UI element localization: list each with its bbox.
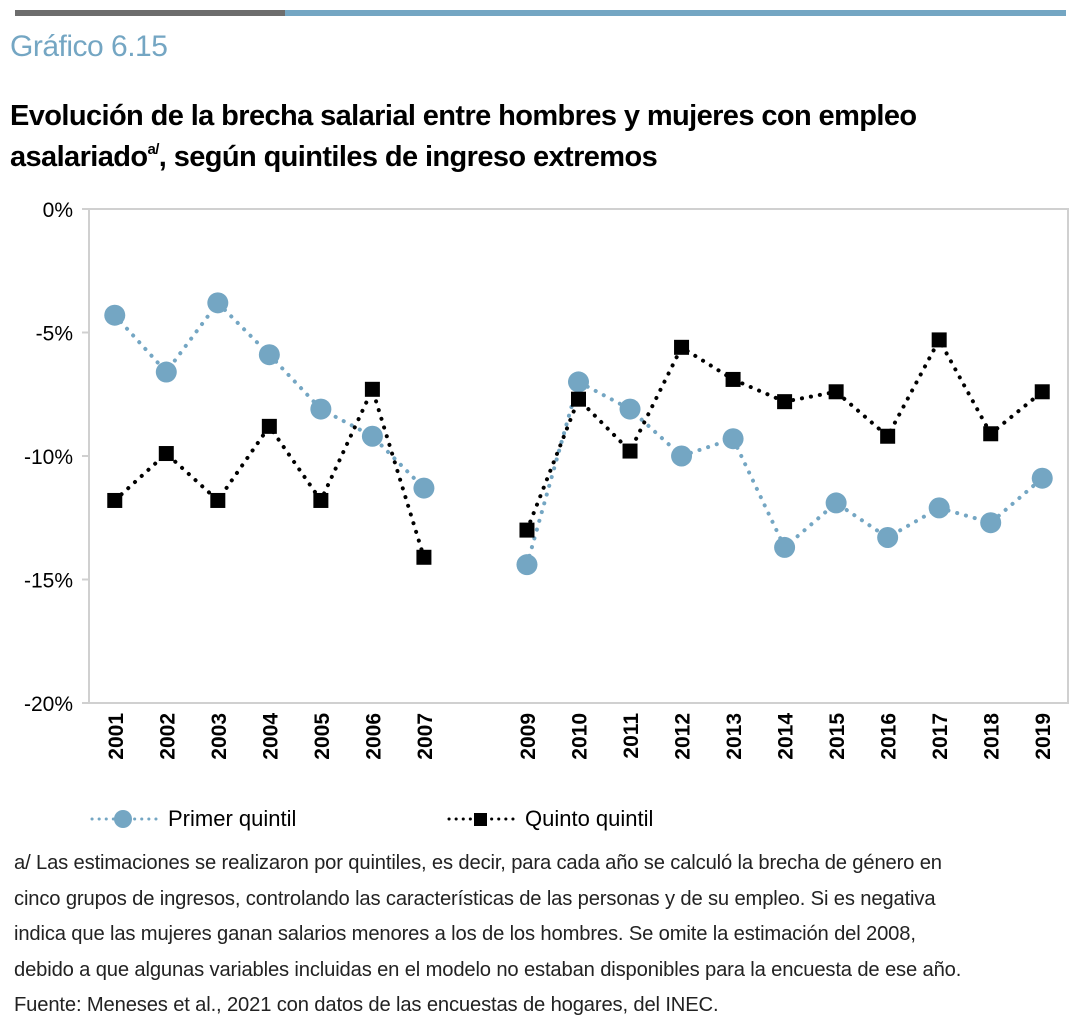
data-point: [980, 512, 1002, 534]
x-tick-label: 2009: [517, 713, 540, 760]
legend-circle-marker-icon: [90, 810, 162, 828]
data-point: [671, 445, 693, 467]
y-tick-label: -20%: [24, 693, 73, 716]
data-point: [104, 304, 126, 326]
data-point: [674, 339, 690, 355]
series-quinto-quintil: [107, 332, 1050, 565]
data-point: [877, 527, 899, 549]
footnote-line: cinco grupos de ingresos, controlando la…: [14, 887, 936, 910]
data-point: [107, 492, 123, 508]
accent-bar-blue: [285, 10, 1066, 16]
accent-bar-gray: [15, 10, 285, 16]
data-point: [310, 398, 332, 420]
y-tick-label: -10%: [24, 446, 73, 469]
title-text: asalariado: [10, 141, 148, 173]
x-tick-label: 2016: [878, 713, 901, 760]
legend-label-quinto-quintil: Quinto quintil: [525, 806, 654, 831]
data-point: [622, 443, 638, 459]
y-axis-labels: 0% -5% -10% -15% -20%: [24, 199, 73, 716]
data-point: [983, 426, 999, 442]
chart-title-line2: asalariadoa/, según quintiles de ingreso…: [10, 137, 1085, 178]
title-text: , según quintiles de ingreso extremos: [158, 141, 658, 173]
chart-title: Evolución de la brecha salarial entre ho…: [10, 96, 1085, 178]
footnote-line: indica que las mujeres ganan salarios me…: [14, 923, 916, 945]
legend-label-primer-quintil: Primer quintil: [168, 806, 297, 831]
x-tick-label: 2007: [414, 713, 437, 760]
data-point: [931, 332, 947, 348]
data-point: [158, 446, 174, 462]
y-tick-label: -15%: [24, 570, 73, 593]
data-point: [207, 292, 229, 314]
title-footnote-marker: a/: [147, 141, 159, 158]
data-point: [1034, 384, 1050, 400]
axes: [82, 208, 1069, 704]
data-point: [519, 522, 535, 538]
data-point: [413, 477, 435, 499]
footnote: a/ Las estimaciones se realizaron por qu…: [14, 846, 1084, 1024]
legend-item-quinto-quintil: Quinto quintil: [447, 806, 653, 832]
data-point: [1031, 467, 1053, 489]
line-chart: 0%-5%-10%-15%-20% 2001 2002 2003 2004 2005 20…: [24, 199, 1069, 760]
data-point: [880, 428, 896, 444]
x-tick-label: 2003: [208, 713, 231, 760]
source-line: Fuente: Meneses et al., 2021 con datos d…: [14, 994, 719, 1016]
x-tick-label: 2010: [569, 713, 592, 760]
data-point: [364, 381, 380, 397]
legend-item-primer-quintil: Primer quintil: [90, 806, 296, 832]
chart-title-line1: Evolución de la brecha salarial entre ho…: [10, 100, 917, 132]
plot-frame: [88, 208, 1069, 704]
y-tick-label: -5%: [36, 323, 73, 346]
data-point: [568, 371, 589, 393]
data-point: [828, 384, 844, 400]
x-axis-labels: 2001 2002 2003 2004 2005 2006 2007 2009 2010 2011…: [105, 713, 1055, 760]
data-point: [361, 425, 383, 447]
data-point: [416, 549, 432, 565]
data-point: [725, 371, 741, 387]
data-point: [155, 361, 177, 383]
x-tick-label: 2011: [620, 713, 643, 759]
footnote-line: a/ Las estimaciones se realizaron por qu…: [14, 852, 942, 874]
series-line: [112, 383, 426, 560]
x-tick-label: 2001: [105, 713, 128, 760]
x-tick-label: 2012: [672, 713, 695, 760]
data-point: [313, 492, 329, 508]
chart-number: Gráfico 6.15: [10, 30, 168, 63]
x-tick-label: 2006: [362, 713, 385, 760]
footnote-line: debido a que algunas variables incluidas…: [14, 958, 962, 981]
data-point: [261, 418, 277, 434]
data-point: [571, 391, 586, 407]
series-primer-quintil: [104, 292, 1053, 576]
x-tick-label: 2013: [723, 713, 746, 760]
x-tick-label: 2005: [311, 713, 334, 760]
x-tick-label: 2018: [981, 713, 1004, 760]
data-point: [722, 428, 744, 450]
data-point: [777, 394, 793, 410]
x-tick-label: 2002: [156, 713, 179, 760]
data-point: [825, 492, 847, 514]
data-point: [258, 344, 280, 366]
data-point: [774, 536, 796, 558]
legend-square-marker-icon: [447, 813, 519, 826]
series-layer: [104, 292, 1053, 576]
series-line: [524, 335, 1045, 533]
x-tick-label: 2017: [929, 713, 952, 760]
data-point: [619, 398, 641, 420]
x-tick-label: 2019: [1032, 713, 1055, 760]
x-tick-label: 2014: [775, 713, 798, 760]
y-tick-label: 0%: [43, 199, 73, 222]
x-tick-label: 2004: [259, 713, 282, 760]
data-point: [516, 554, 538, 576]
data-point: [210, 492, 226, 508]
x-tick-label: 2015: [826, 713, 849, 760]
data-point: [928, 497, 950, 519]
